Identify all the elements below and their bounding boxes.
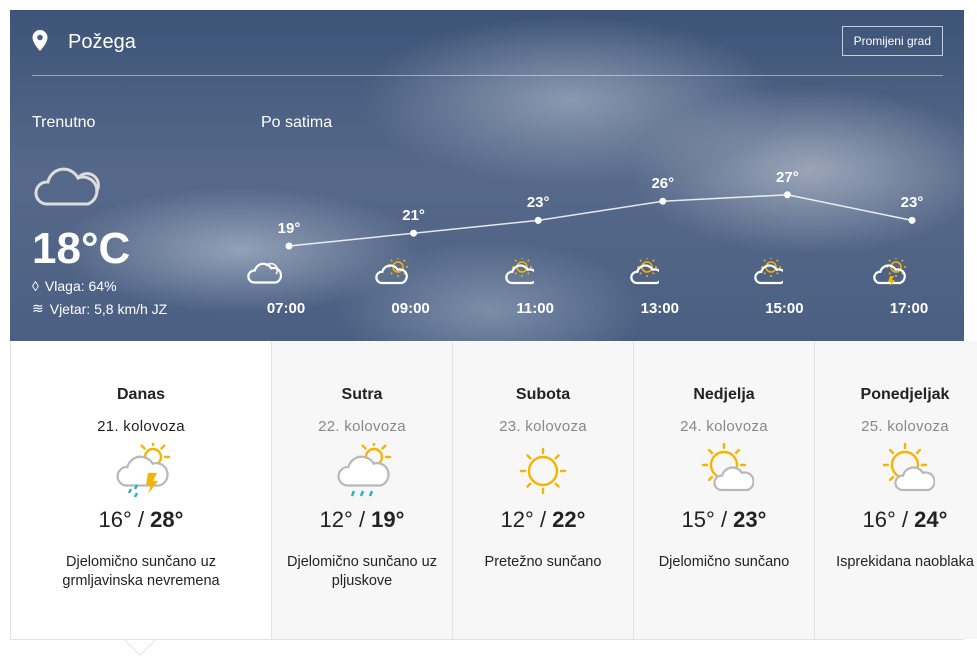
- day-name: Ponedjeljak: [860, 386, 950, 403]
- storm-icon: [11, 439, 271, 499]
- city-name: Požega: [68, 31, 136, 53]
- max-temp: 22°: [552, 507, 586, 532]
- day-description: Djelomično sunčano: [658, 554, 790, 570]
- hourly-point: [285, 242, 293, 250]
- day-temps: 16° / 24°: [862, 507, 948, 532]
- hourly-temp-label: 23°: [526, 194, 550, 212]
- day-card[interactable]: Ponedjeljak 25. kolovoza 16° / 24° Ispre…: [814, 341, 977, 639]
- rain-icon: [272, 439, 452, 499]
- hourly-point: [908, 216, 916, 224]
- day-card[interactable]: Nedjelja 24. kolovoza 15° / 23° Djelomič…: [633, 341, 814, 639]
- hourly-label: Po satima: [261, 114, 333, 131]
- hourly-temp-label: 19°: [277, 220, 301, 237]
- selected-day-pointer: [123, 640, 157, 657]
- daily-forecast: Danas 21. kolovoza 16° / 28° Djelomično …: [10, 341, 977, 640]
- location-pin-icon: [32, 30, 48, 51]
- day-description: Djelomično sunčano uz grmljavinska nevre…: [62, 554, 220, 589]
- current-label: Trenutno: [32, 114, 96, 131]
- hourly-point: [783, 191, 791, 199]
- day-date: 22. kolovoza: [318, 418, 406, 435]
- day-name: Subota: [515, 386, 571, 403]
- min-temp: 16°: [862, 507, 896, 532]
- day-temps: 12° / 22°: [500, 507, 586, 532]
- change-city-button[interactable]: Promijeni grad: [841, 26, 943, 56]
- suncloud-icon: [634, 442, 814, 499]
- min-temp: 15°: [681, 507, 715, 532]
- day-date: 21. kolovoza: [97, 418, 185, 435]
- current-temperature: 18°C: [32, 224, 131, 273]
- hourly-temp-label: 26°: [651, 175, 675, 193]
- day-date: 23. kolovoza: [499, 418, 587, 435]
- day-card[interactable]: Danas 21. kolovoza 16° / 28° Djelomično …: [11, 341, 271, 639]
- day-name: Danas: [116, 386, 166, 403]
- droplet-icon: ◊: [32, 278, 39, 294]
- day-date: 25. kolovoza: [861, 418, 949, 435]
- hourly-temp-label: 23°: [900, 194, 924, 212]
- day-name: Sutra: [341, 386, 383, 403]
- suncloud-icon: [815, 442, 977, 499]
- wind-icon: ≋: [32, 300, 44, 316]
- humidity: ◊ Vlaga: 64%: [32, 278, 117, 294]
- day-name: Nedjelja: [693, 386, 755, 403]
- hourly-point: [410, 229, 418, 237]
- divider: [32, 75, 943, 76]
- hourly-point: [534, 216, 542, 224]
- wind: ≋ Vjetar: 5,8 km/h JZ: [32, 300, 167, 317]
- day-description: Isprekidana naoblaka: [836, 554, 974, 570]
- cloudy-icon: [34, 167, 100, 206]
- day-temps: 15° / 23°: [681, 507, 767, 532]
- day-card[interactable]: Subota 23. kolovoza 12° / 22° Pretežno s…: [452, 341, 633, 639]
- min-temp: 12°: [319, 507, 353, 532]
- max-temp: 24°: [914, 507, 948, 532]
- min-temp: 12°: [500, 507, 534, 532]
- current-weather-panel: Požega Promijeni grad Trenutno Po satima…: [10, 10, 964, 341]
- day-temps: 12° / 19°: [319, 507, 405, 532]
- min-temp: 16°: [98, 507, 132, 532]
- max-temp: 23°: [733, 507, 767, 532]
- hourly-temp-label: 27°: [776, 168, 799, 186]
- humidity-text: Vlaga: 64%: [44, 278, 117, 294]
- day-description: Djelomično sunčano uz pljuskove: [287, 554, 437, 589]
- day-temps: 16° / 28°: [98, 507, 184, 532]
- day-description: Pretežno sunčano: [484, 554, 602, 570]
- hourly-temperature-line: [285, 191, 916, 250]
- hourly-temp-label: 21°: [402, 207, 425, 225]
- sun-icon: [453, 443, 633, 499]
- day-date: 24. kolovoza: [680, 418, 768, 435]
- hourly-point: [659, 197, 667, 205]
- max-temp: 28°: [150, 507, 184, 532]
- max-temp: 19°: [371, 507, 405, 532]
- wind-text: Vjetar: 5,8 km/h JZ: [49, 300, 168, 317]
- day-card[interactable]: Sutra 22. kolovoza 12° / 19° Djelomično …: [271, 341, 452, 639]
